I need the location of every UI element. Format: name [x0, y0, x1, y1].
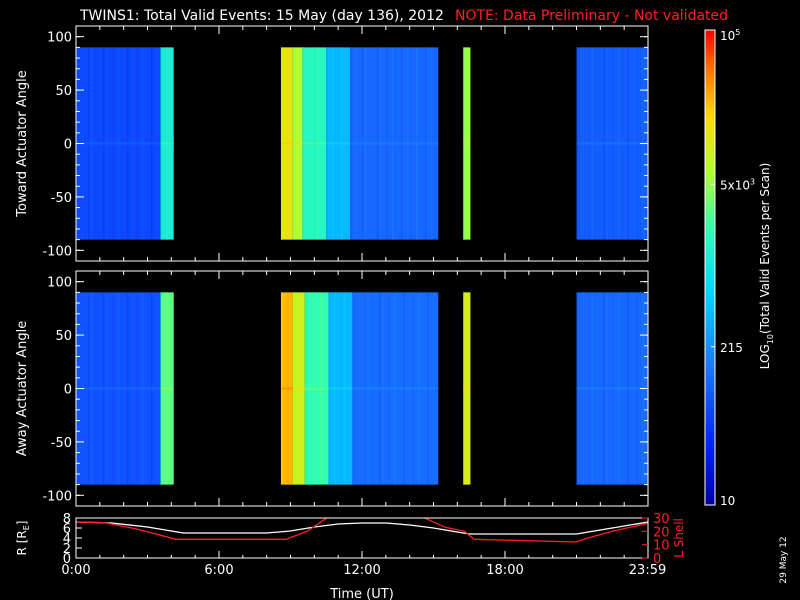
toward-ytick-label-4: -100: [42, 244, 72, 259]
away-zero-band-2: [280, 387, 293, 390]
radius-axis-label: R [RE]: [15, 521, 31, 556]
colorbar-tick-label-1: 215: [720, 341, 743, 355]
toward-zero-band-2: [280, 142, 293, 145]
orbit-ytick-label-2: 4: [63, 532, 71, 547]
colorbar-tick-label-2: 5x103: [720, 177, 755, 192]
xtick-label-0: 0:00: [61, 563, 90, 578]
toward-ylabel: Toward Actuator Angle: [15, 70, 30, 217]
toward-zero-band-7: [463, 142, 471, 145]
away-zero-band-6: [352, 387, 439, 390]
lshell-series-line: [76, 518, 648, 543]
colorbar-tick-label-0: 10: [720, 494, 735, 508]
colorbar-gradient: [704, 29, 716, 506]
away-zero-band-8: [576, 387, 648, 390]
toward-zero-band-3: [292, 142, 303, 145]
away-zero-band-7: [463, 387, 471, 390]
orbit-ytick-label-1: 2: [63, 542, 71, 557]
x-axis-label: Time (UT): [329, 587, 394, 600]
toward-angle-panel: 100 50 0 -50 -100 Toward Actuator Angle: [15, 25, 649, 262]
xtick-label-3: 18:00: [486, 563, 523, 578]
away-ytick-label-3: -50: [51, 436, 72, 451]
away-zero-band-3: [292, 387, 305, 390]
toward-ytick-label-1: 50: [55, 84, 72, 99]
toward-zero-band-5: [326, 142, 351, 145]
lshell-axis-label: L Shell: [672, 518, 686, 558]
toward-zero-band-6: [350, 142, 439, 145]
orbit-ytick-label-4: 8: [63, 512, 71, 527]
toward-zero-band-4: [302, 142, 327, 145]
orbit-ytick-label-3: 6: [63, 522, 71, 537]
xtick-label-4: 23:59: [629, 563, 666, 578]
colorbar-tick-label-3: 105: [720, 28, 740, 43]
xtick-label-1: 6:00: [204, 563, 233, 578]
radius-series-line: [76, 521, 648, 535]
away-zero-band-0: [76, 387, 161, 390]
away-zero-band-1: [160, 387, 174, 390]
toward-zero-band-0: [76, 142, 161, 145]
xtick-label-2: 12:00: [343, 563, 380, 578]
orbit-ytick-right-label-1: 10: [653, 539, 670, 554]
away-ylabel: Away Actuator Angle: [15, 321, 30, 456]
away-ytick-label-1: 50: [55, 329, 72, 344]
chart-title: TWINS1: Total Valid Events: 15 May (day …: [79, 8, 444, 24]
colorbar: 10 215 5x103 105 LOG10(Total Valid Events p…: [704, 28, 775, 508]
away-zero-band-4: [304, 387, 329, 390]
toward-zero-band-8: [576, 142, 648, 145]
away-angle-panel: 100 50 0 -50 -100 Away Actuator Angle: [15, 270, 649, 507]
colorbar-label: LOG10(Total Valid Events per Scan): [758, 163, 775, 370]
away-ytick-label-4: -100: [42, 489, 72, 504]
orbit-ytick-right-label-3: 30: [653, 512, 670, 527]
toward-ytick-label-2: 0: [64, 138, 72, 153]
orbit-lines: [76, 518, 648, 543]
preliminary-note: NOTE: Data Preliminary - Not validated: [455, 8, 728, 24]
away-zero-band-5: [328, 387, 353, 390]
toward-zero-band-1: [160, 142, 174, 145]
orbit-ytick-right-label-2: 20: [653, 525, 670, 540]
toward-ytick-label-0: 100: [47, 31, 72, 46]
toward-ytick-label-3: -50: [51, 191, 72, 206]
date-stamp: 29 May 12: [779, 536, 789, 583]
orbit-ytick-right-label-0: 0: [653, 552, 661, 567]
orbit-ytick-label-0: 0: [63, 552, 71, 567]
away-ytick-label-2: 0: [64, 383, 72, 398]
away-ytick-label-0: 100: [47, 276, 72, 291]
